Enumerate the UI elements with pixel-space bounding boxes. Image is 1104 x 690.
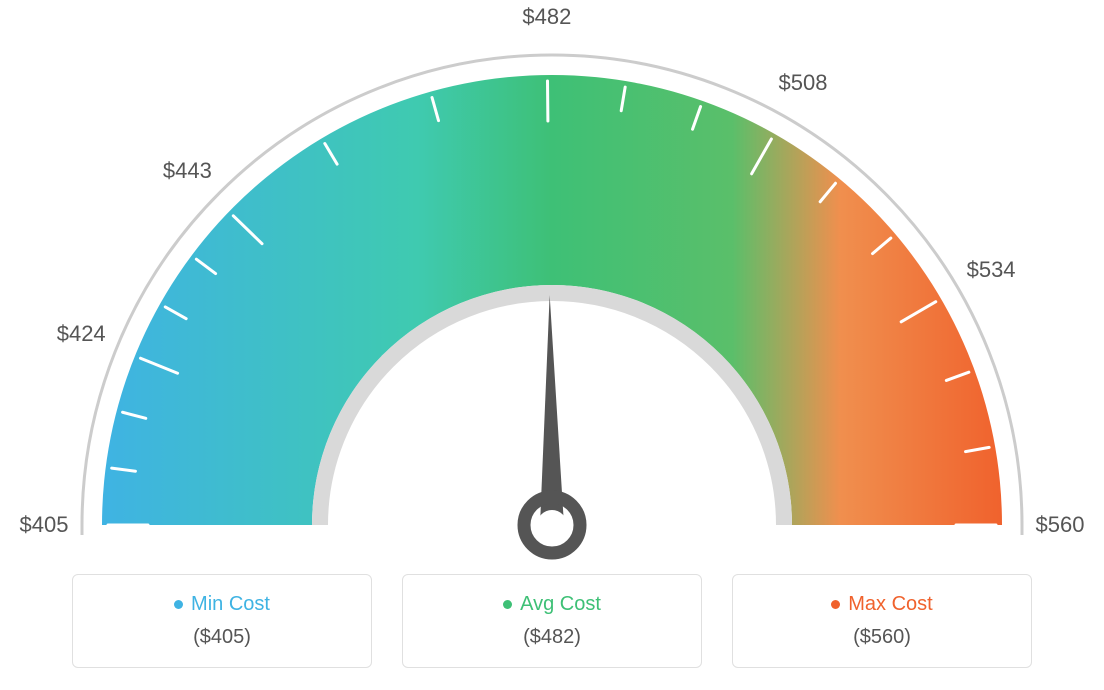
legend-label: Min Cost [191, 593, 270, 616]
legend-head: Min Cost [174, 593, 270, 616]
legend-head: Max Cost [831, 593, 932, 616]
legend-card: Max Cost ($560) [732, 574, 1032, 668]
legend-dot-icon [503, 600, 512, 609]
cost-gauge: $405 $424 $443 $482 $508 $534 $560 [0, 0, 1104, 560]
gauge-tick-label: $482 [522, 4, 571, 30]
gauge-tick-label: $443 [163, 158, 212, 184]
gauge-svg [0, 0, 1104, 560]
legend-value: ($482) [523, 626, 581, 649]
gauge-tick-label: $508 [779, 70, 828, 96]
legend-dot-icon [831, 600, 840, 609]
legend-row: Min Cost ($405) Avg Cost ($482) Max Cost ($56… [0, 574, 1104, 668]
gauge-tick-label: $405 [20, 512, 69, 538]
legend-card: Avg Cost ($482) [402, 574, 702, 668]
legend-dot-icon [174, 600, 183, 609]
legend-label: Avg Cost [520, 593, 601, 616]
legend-label: Max Cost [848, 593, 932, 616]
gauge-tick-label: $560 [1036, 512, 1085, 538]
legend-head: Avg Cost [503, 593, 601, 616]
gauge-tick-label: $424 [57, 321, 106, 347]
legend-card: Min Cost ($405) [72, 574, 372, 668]
gauge-tick-label: $534 [967, 257, 1016, 283]
legend-value: ($560) [853, 626, 911, 649]
legend-value: ($405) [193, 626, 251, 649]
